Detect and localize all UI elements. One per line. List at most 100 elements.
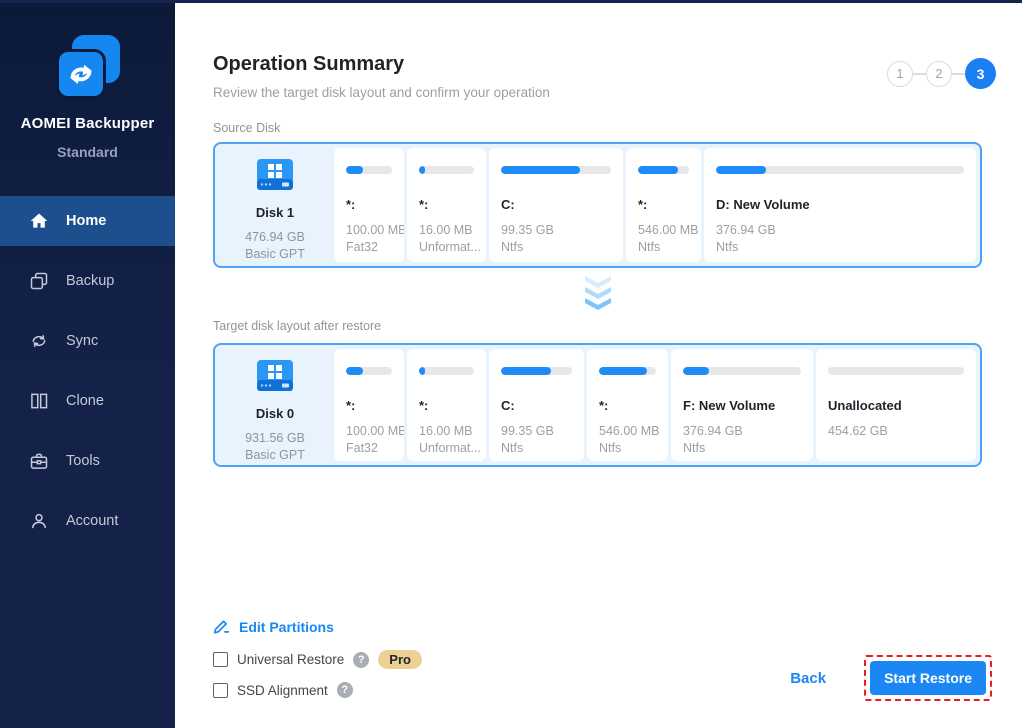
usage-bar (501, 367, 572, 375)
step-1: 1 (887, 60, 913, 87)
source-disk-panel: Disk 1 476.94 GB Basic GPT *: 100.00 MB … (213, 142, 982, 268)
sidebar-item-backup[interactable]: Backup (0, 256, 175, 306)
action-bar: Back Start Restore (790, 655, 992, 701)
app-logo-icon (55, 35, 120, 99)
partition-filesystem: Ntfs (716, 240, 739, 254)
step-indicator: 1 2 3 (887, 58, 996, 89)
source-disk-info: Disk 1 476.94 GB Basic GPT (219, 148, 331, 262)
partition-label: F: New Volume (683, 398, 776, 413)
backup-icon (28, 271, 49, 292)
sync-icon (28, 331, 49, 352)
partition-size: 99.35 GB (501, 424, 554, 438)
partition-size: 16.00 MB (419, 223, 473, 237)
partition-size: 546.00 MB (599, 424, 660, 438)
partition-filesystem: Ntfs (638, 240, 661, 254)
start-restore-button[interactable]: Start Restore (870, 661, 986, 695)
partition-label: C: (501, 398, 515, 413)
footer-options: Edit Partitions Universal Restore ? Pro … (213, 617, 422, 698)
universal-restore-row: Universal Restore ? Pro (213, 650, 422, 669)
partition-cell: *: 16.00 MB Unformat... (407, 148, 486, 262)
sidebar-item-label: Sync (66, 333, 99, 349)
tools-icon (28, 451, 49, 472)
partition-label: C: (501, 197, 515, 212)
partition-cell: F: New Volume 376.94 GB Ntfs (671, 349, 813, 461)
edit-partitions-link[interactable]: Edit Partitions (213, 617, 422, 637)
usage-bar (419, 367, 474, 375)
main-content: Operation Summary Review the target disk… (175, 3, 1022, 728)
target-disk-info: Disk 0 931.56 GB Basic GPT (219, 349, 331, 462)
account-icon (28, 511, 49, 532)
partition-cell-unallocated: Unallocated 454.62 GB (816, 349, 976, 461)
step-2: 2 (926, 60, 952, 87)
sidebar-item-label: Clone (66, 393, 104, 409)
target-disk-panel: Disk 0 931.56 GB Basic GPT *: 100.00 MB … (213, 343, 982, 467)
partition-label: *: (599, 398, 609, 413)
sidebar-item-tools[interactable]: Tools (0, 436, 175, 486)
partition-label: Unallocated (828, 398, 902, 413)
disk-layout: Basic GPT (245, 247, 305, 261)
page-title: Operation Summary (213, 53, 405, 75)
disk-layout: Basic GPT (245, 448, 305, 462)
pro-badge: Pro (378, 650, 422, 669)
universal-restore-checkbox[interactable] (213, 652, 228, 667)
sidebar-item-label: Account (66, 513, 119, 529)
usage-bar (638, 166, 689, 174)
partition-cell: *: 100.00 MB Fat32 (334, 349, 404, 461)
partition-size: 100.00 MB (346, 223, 404, 237)
disk-icon (254, 358, 296, 401)
sidebar-item-account[interactable]: Account (0, 496, 175, 546)
partition-filesystem: Ntfs (501, 240, 524, 254)
partition-filesystem: Unformat... (419, 441, 481, 455)
usage-bar (346, 166, 392, 174)
back-button[interactable]: Back (790, 669, 827, 687)
partition-label: *: (346, 197, 356, 212)
partition-cell: C: 99.35 GB Ntfs (489, 148, 623, 262)
partition-cell: *: 100.00 MB Fat32 (334, 148, 404, 262)
help-icon[interactable]: ? (336, 682, 353, 698)
sidebar-item-label: Backup (66, 273, 115, 289)
universal-restore-label[interactable]: Universal Restore (237, 652, 345, 667)
ssd-alignment-row: SSD Alignment ? (213, 682, 422, 698)
clone-icon (28, 391, 49, 412)
page-subtitle: Review the target disk layout and confir… (213, 85, 550, 100)
partition-label: D: New Volume (716, 197, 810, 212)
usage-bar (599, 367, 656, 375)
partition-cell: *: 546.00 MB Ntfs (587, 349, 668, 461)
sidebar-item-home[interactable]: Home (0, 196, 175, 246)
partition-label: *: (419, 398, 429, 413)
pencil-icon (213, 617, 230, 637)
disk-icon (254, 157, 296, 200)
restore-direction-chevrons-icon (213, 276, 982, 310)
home-icon (28, 211, 49, 232)
source-disk-label: Source Disk (213, 121, 281, 135)
ssd-alignment-checkbox[interactable] (213, 682, 228, 698)
partition-filesystem: Ntfs (501, 441, 524, 455)
usage-bar (346, 367, 392, 375)
partition-size: 100.00 MB (346, 424, 404, 438)
sidebar-item-sync[interactable]: Sync (0, 316, 175, 366)
partition-cell: *: 546.00 MB Ntfs (626, 148, 701, 262)
help-icon[interactable]: ? (353, 651, 370, 668)
disk-size: 931.56 GB (245, 431, 305, 445)
app-edition: Standard (57, 144, 118, 160)
step-connector (952, 72, 965, 75)
disk-size: 476.94 GB (245, 230, 305, 244)
partition-filesystem: Ntfs (683, 441, 706, 455)
usage-bar (501, 166, 611, 174)
sidebar-nav: Home Backup Sync (0, 196, 175, 546)
partition-size: 99.35 GB (501, 223, 554, 237)
partition-size: 16.00 MB (419, 424, 473, 438)
partition-label: *: (638, 197, 648, 212)
edit-partitions-label: Edit Partitions (239, 619, 334, 635)
sidebar-item-label: Tools (66, 453, 100, 469)
partition-size: 454.62 GB (828, 424, 888, 438)
partition-label: *: (346, 398, 356, 413)
partition-size: 376.94 GB (683, 424, 743, 438)
sidebar-item-label: Home (66, 213, 107, 229)
partition-cell: *: 16.00 MB Unformat... (407, 349, 486, 461)
sidebar-item-clone[interactable]: Clone (0, 376, 175, 426)
partition-filesystem: Unformat... (419, 240, 481, 254)
ssd-alignment-label[interactable]: SSD Alignment (237, 682, 328, 698)
partition-filesystem: Fat32 (346, 240, 378, 254)
